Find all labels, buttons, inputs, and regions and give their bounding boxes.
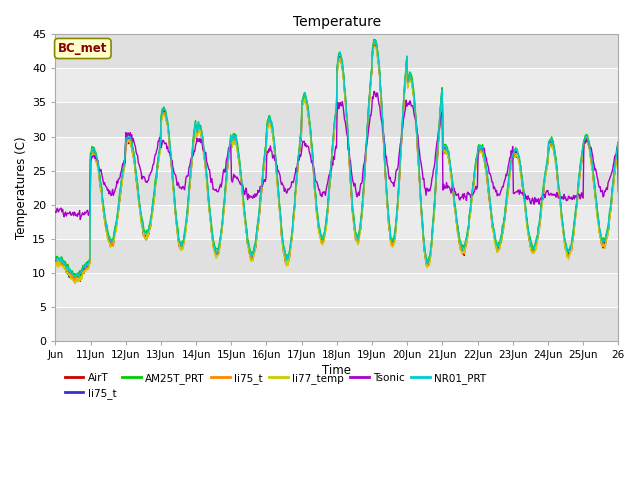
Legend: AirT, li75_t, AM25T_PRT, li75_t, li77_temp, Tsonic, NR01_PRT: AirT, li75_t, AM25T_PRT, li75_t, li77_te… xyxy=(61,369,490,403)
Bar xyxy=(55,273,618,307)
X-axis label: Time: Time xyxy=(323,364,351,377)
Bar xyxy=(55,307,618,341)
Y-axis label: Temperatures (C): Temperatures (C) xyxy=(15,136,28,239)
Bar xyxy=(55,35,618,68)
Bar xyxy=(55,136,618,170)
Bar xyxy=(55,68,618,102)
Text: BC_met: BC_met xyxy=(58,42,108,55)
Bar xyxy=(55,239,618,273)
Bar xyxy=(55,204,618,239)
Bar xyxy=(55,170,618,204)
Title: Temperature: Temperature xyxy=(292,15,381,29)
Bar xyxy=(55,102,618,136)
